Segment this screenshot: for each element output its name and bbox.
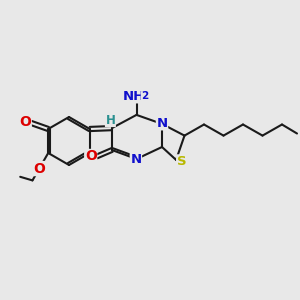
Text: H: H <box>106 113 115 127</box>
Text: O: O <box>33 162 45 176</box>
Text: N: N <box>130 153 142 166</box>
Text: N: N <box>156 117 168 130</box>
Text: O: O <box>85 149 97 164</box>
Text: O: O <box>19 115 31 129</box>
Text: S: S <box>177 155 186 168</box>
Text: NH: NH <box>123 90 145 103</box>
Text: 2: 2 <box>141 91 148 101</box>
